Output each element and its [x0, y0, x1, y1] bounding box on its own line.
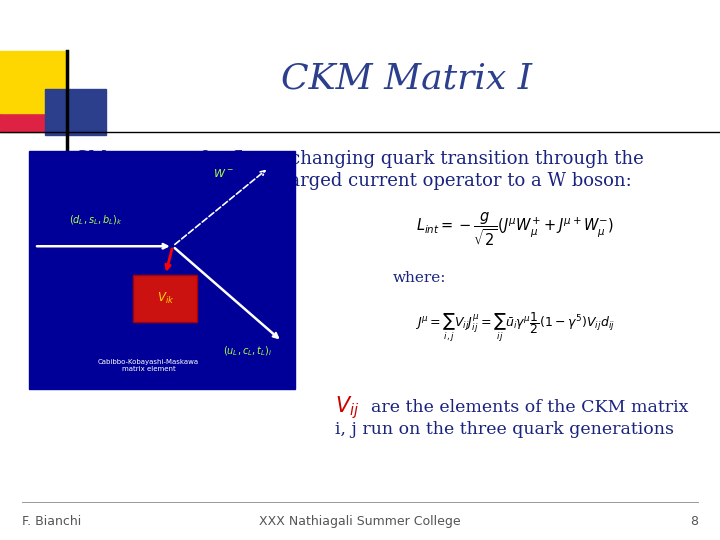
- Bar: [29, 151, 295, 389]
- Text: SM accounts for flavor changing quark transition through the: SM accounts for flavor changing quark tr…: [76, 150, 644, 168]
- Text: $W^-$: $W^-$: [213, 166, 234, 179]
- Text: i, j run on the three quark generations: i, j run on the three quark generations: [335, 421, 674, 438]
- Text: coupling of the V-A charged current operator to a W boson:: coupling of the V-A charged current oper…: [88, 172, 632, 190]
- Text: $V_{ik}$: $V_{ik}$: [157, 291, 174, 306]
- Bar: [133, 275, 197, 322]
- Text: $(u_L, c_L, t_L)_i$: $(u_L, c_L, t_L)_i$: [222, 344, 272, 357]
- Text: CKM Matrix I: CKM Matrix I: [282, 62, 532, 95]
- Text: Cabibbo-Kobayashi-Maskawa
matrix element: Cabibbo-Kobayashi-Maskawa matrix element: [98, 359, 199, 372]
- Bar: [45, 89, 106, 135]
- Text: $V_{ij}$: $V_{ij}$: [335, 394, 359, 421]
- Bar: [0, 51, 68, 113]
- Text: 8: 8: [690, 515, 698, 528]
- Text: XXX Nathiagali Summer College: XXX Nathiagali Summer College: [259, 515, 461, 528]
- Bar: [0, 106, 49, 132]
- Text: F. Bianchi: F. Bianchi: [22, 515, 81, 528]
- Text: where:: where:: [392, 271, 446, 285]
- Text: $(d_L, s_L, b_L)_k$: $(d_L, s_L, b_L)_k$: [68, 213, 122, 227]
- Text: $\mathit{L}_{int} = -\dfrac{g}{\sqrt{2}}(J^{\mu}W_{\mu}^{+} + J^{\mu+}W_{\mu}^{-: $\mathit{L}_{int} = -\dfrac{g}{\sqrt{2}}…: [415, 211, 614, 248]
- Text: $J^{\mu} = \sum_{i,j} V_{ij}J^{\mu}_{ij} = \sum_{ij}\bar{u}_i\gamma^{\mu}\dfrac{: $J^{\mu} = \sum_{i,j} V_{ij}J^{\mu}_{ij}…: [415, 310, 615, 343]
- Text: are the elements of the CKM matrix: are the elements of the CKM matrix: [371, 399, 688, 416]
